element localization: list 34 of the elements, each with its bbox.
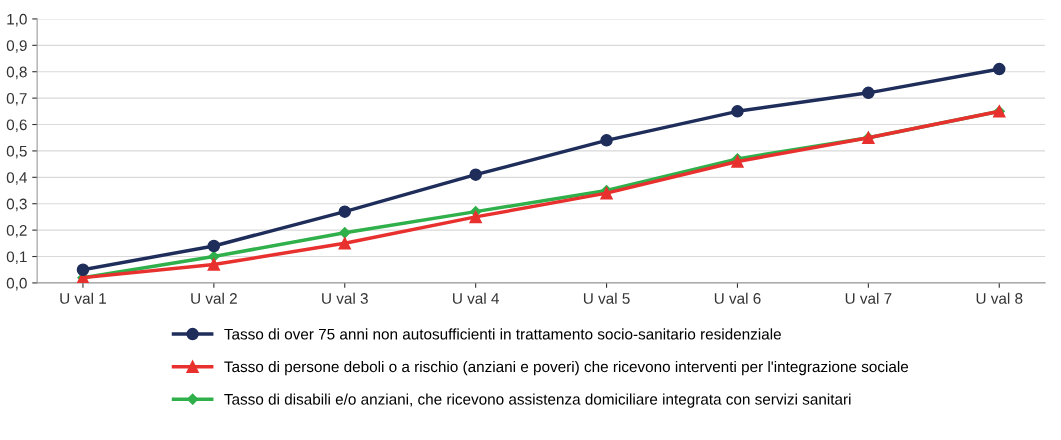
point <box>338 237 352 250</box>
y-tick-label: 0,9 <box>6 40 27 53</box>
point <box>207 239 221 253</box>
y-tick-label: 0,7 <box>6 92 27 106</box>
point <box>469 210 482 224</box>
y-tick-label: 0,0 <box>6 277 27 291</box>
x-tick-label: U val 8 <box>976 292 1023 304</box>
point <box>339 227 351 239</box>
x-tick-label: U val 1 <box>60 292 106 304</box>
y-tick-label: 0,3 <box>6 198 27 212</box>
x-tick-label: U val 4 <box>453 292 499 304</box>
point <box>862 86 875 100</box>
y-tick-label: 0,4 <box>6 172 27 185</box>
point <box>207 258 221 271</box>
point <box>469 168 482 181</box>
point <box>731 105 744 118</box>
legend-label: Tasso di persone deboli o a rischio (anziani e poveri) che ricevono interventi per l'integrazione sociale <box>224 360 909 376</box>
y-tick-label: 1,0 <box>7 13 27 27</box>
x-tick-label: U val 5 <box>583 292 630 304</box>
point <box>993 62 1006 76</box>
x-tick-label: U val 7 <box>845 292 892 304</box>
point <box>338 205 352 218</box>
x-tick-label: U val 6 <box>714 292 761 304</box>
y-tick-label: 0,1 <box>6 251 27 265</box>
legend-label: Tasso di over 75 anni non autosufficienti in trattamento socio-sanitario residenziale <box>224 328 781 340</box>
y-tick-label: 0,8 <box>6 66 27 80</box>
legend-label: Tasso di disabili e/o anziani, che ricevono assistenza domiciliare integrata con servizi sanitari <box>224 393 851 408</box>
x-tick-label: U val 2 <box>191 292 237 304</box>
y-tick-label: 0,5 <box>6 145 27 159</box>
point <box>76 263 90 276</box>
point <box>600 134 613 147</box>
y-tick-label: 0,6 <box>6 119 27 133</box>
y-tick-label: 0,2 <box>6 224 27 238</box>
x-tick-label: U val 3 <box>322 292 368 304</box>
